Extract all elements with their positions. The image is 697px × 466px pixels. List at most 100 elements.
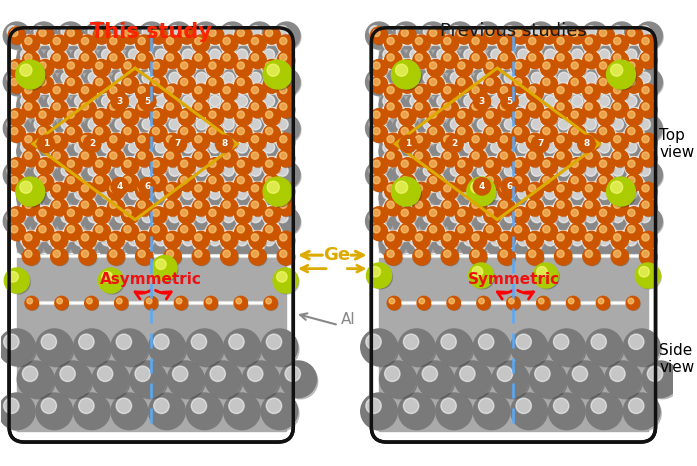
Circle shape <box>222 53 238 69</box>
Circle shape <box>608 69 635 96</box>
Circle shape <box>36 76 54 93</box>
Circle shape <box>385 133 402 151</box>
Circle shape <box>82 103 89 110</box>
Circle shape <box>418 297 431 310</box>
Circle shape <box>457 176 473 192</box>
Circle shape <box>6 164 31 189</box>
Circle shape <box>543 127 550 135</box>
Circle shape <box>487 231 514 258</box>
Circle shape <box>219 161 246 188</box>
Circle shape <box>443 185 451 192</box>
Circle shape <box>570 48 596 73</box>
Circle shape <box>95 29 103 36</box>
Circle shape <box>585 72 597 83</box>
Circle shape <box>60 366 75 382</box>
Circle shape <box>180 126 196 143</box>
Circle shape <box>433 231 460 258</box>
Circle shape <box>95 208 111 225</box>
Circle shape <box>498 150 515 167</box>
Circle shape <box>597 174 614 192</box>
Circle shape <box>385 84 402 102</box>
Circle shape <box>222 71 247 96</box>
Circle shape <box>427 174 445 192</box>
Circle shape <box>93 60 110 77</box>
Circle shape <box>410 234 421 246</box>
Circle shape <box>441 35 459 52</box>
Circle shape <box>172 366 188 382</box>
Circle shape <box>178 92 206 118</box>
Circle shape <box>422 117 447 143</box>
Circle shape <box>121 174 139 192</box>
Text: 8: 8 <box>583 139 590 148</box>
Circle shape <box>209 226 216 233</box>
Circle shape <box>470 248 487 265</box>
Circle shape <box>236 208 253 225</box>
Circle shape <box>192 22 219 49</box>
Circle shape <box>387 103 395 110</box>
Circle shape <box>95 28 111 45</box>
Circle shape <box>540 60 558 77</box>
Circle shape <box>627 332 661 367</box>
Circle shape <box>109 249 125 266</box>
Circle shape <box>514 61 530 77</box>
Circle shape <box>625 223 643 240</box>
Circle shape <box>413 84 430 102</box>
Circle shape <box>151 208 168 225</box>
Circle shape <box>476 71 501 96</box>
Circle shape <box>612 212 623 223</box>
Circle shape <box>499 233 516 249</box>
Circle shape <box>52 151 68 167</box>
Circle shape <box>47 142 59 153</box>
Circle shape <box>178 109 195 126</box>
Circle shape <box>59 71 85 96</box>
Circle shape <box>250 72 261 83</box>
Circle shape <box>373 78 380 86</box>
Circle shape <box>273 268 298 293</box>
Circle shape <box>484 109 501 126</box>
Circle shape <box>471 200 487 217</box>
Circle shape <box>554 208 581 234</box>
Circle shape <box>514 177 522 184</box>
Circle shape <box>628 29 635 36</box>
Circle shape <box>501 93 519 110</box>
Circle shape <box>608 208 635 234</box>
Circle shape <box>543 233 569 259</box>
Circle shape <box>498 248 515 265</box>
Circle shape <box>152 177 160 184</box>
Circle shape <box>82 54 89 61</box>
Circle shape <box>543 140 569 166</box>
Circle shape <box>80 200 97 217</box>
Circle shape <box>137 135 153 151</box>
Circle shape <box>222 151 238 167</box>
Circle shape <box>639 182 657 199</box>
Circle shape <box>236 188 247 199</box>
Circle shape <box>65 223 82 240</box>
Circle shape <box>625 76 643 93</box>
Circle shape <box>413 35 430 52</box>
Circle shape <box>530 71 556 96</box>
Circle shape <box>47 188 59 199</box>
Circle shape <box>443 103 451 110</box>
Circle shape <box>414 53 431 69</box>
Circle shape <box>516 398 531 413</box>
Circle shape <box>237 177 245 184</box>
Circle shape <box>613 250 621 258</box>
Circle shape <box>223 165 234 176</box>
Circle shape <box>373 226 380 233</box>
Circle shape <box>233 92 259 118</box>
Circle shape <box>369 212 381 223</box>
Circle shape <box>246 161 273 188</box>
Circle shape <box>220 231 238 249</box>
Circle shape <box>571 160 579 167</box>
Circle shape <box>73 94 99 120</box>
Circle shape <box>67 209 75 217</box>
Circle shape <box>36 207 54 224</box>
Circle shape <box>472 136 480 143</box>
Circle shape <box>194 164 220 189</box>
Circle shape <box>67 226 75 233</box>
Circle shape <box>503 117 528 143</box>
Circle shape <box>518 96 529 107</box>
Bar <box>17 258 286 432</box>
Circle shape <box>595 185 622 212</box>
Circle shape <box>372 159 388 176</box>
